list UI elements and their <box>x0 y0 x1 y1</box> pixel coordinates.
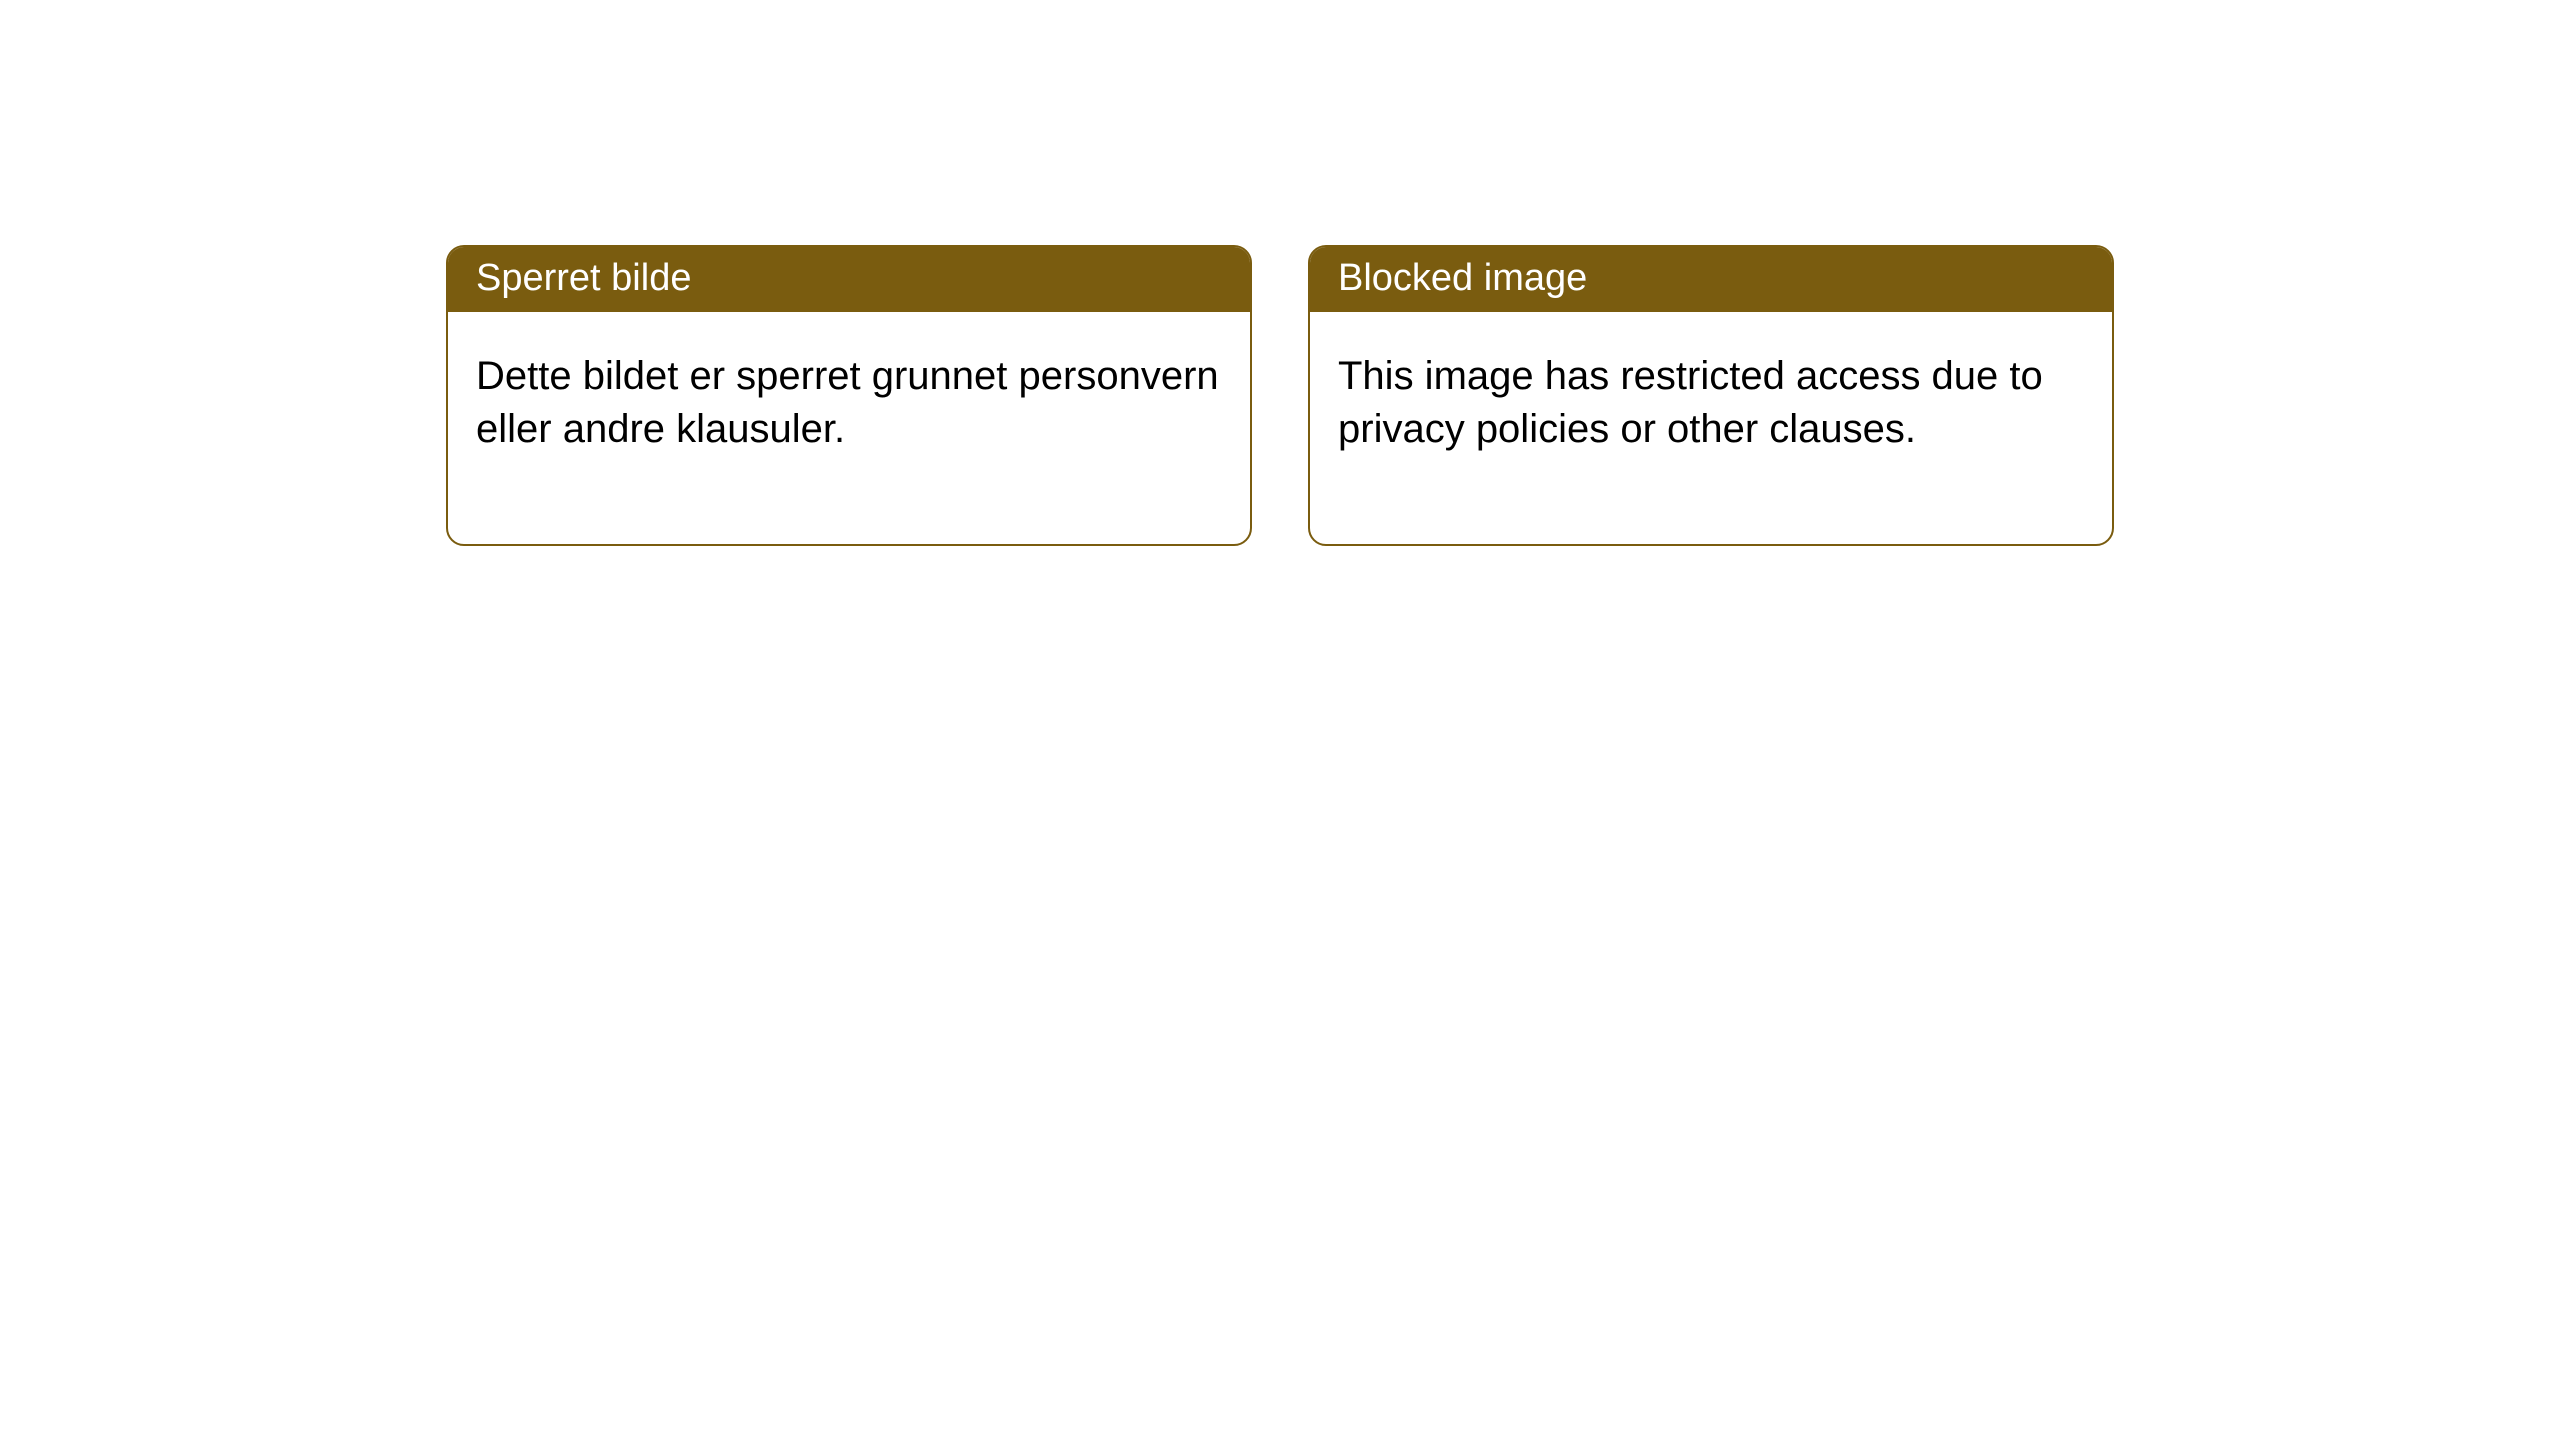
card-body-text: Dette bildet er sperret grunnet personve… <box>476 354 1219 451</box>
card-header: Sperret bilde <box>448 247 1250 312</box>
card-header: Blocked image <box>1310 247 2112 312</box>
notice-cards-container: Sperret bilde Dette bildet er sperret gr… <box>446 245 2114 546</box>
notice-card-english: Blocked image This image has restricted … <box>1308 245 2114 546</box>
card-title: Blocked image <box>1338 257 1587 299</box>
card-body: This image has restricted access due to … <box>1310 312 2112 544</box>
card-body: Dette bildet er sperret grunnet personve… <box>448 312 1250 544</box>
card-title: Sperret bilde <box>476 257 691 299</box>
notice-card-norwegian: Sperret bilde Dette bildet er sperret gr… <box>446 245 1252 546</box>
card-body-text: This image has restricted access due to … <box>1338 354 2043 451</box>
